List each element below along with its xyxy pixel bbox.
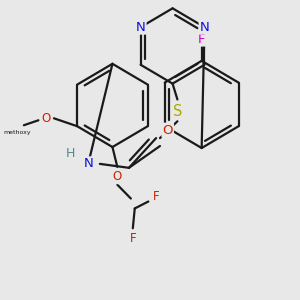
- Text: O: O: [113, 170, 122, 183]
- Text: N: N: [136, 21, 146, 34]
- Text: S: S: [173, 104, 182, 119]
- Text: O: O: [41, 112, 51, 125]
- Text: methoxy: methoxy: [3, 130, 31, 135]
- Text: F: F: [198, 32, 206, 46]
- Text: H: H: [66, 148, 75, 160]
- Text: N: N: [83, 158, 93, 170]
- Text: N: N: [200, 21, 209, 34]
- Text: F: F: [153, 190, 159, 203]
- Text: O: O: [163, 124, 173, 137]
- Text: F: F: [130, 232, 136, 245]
